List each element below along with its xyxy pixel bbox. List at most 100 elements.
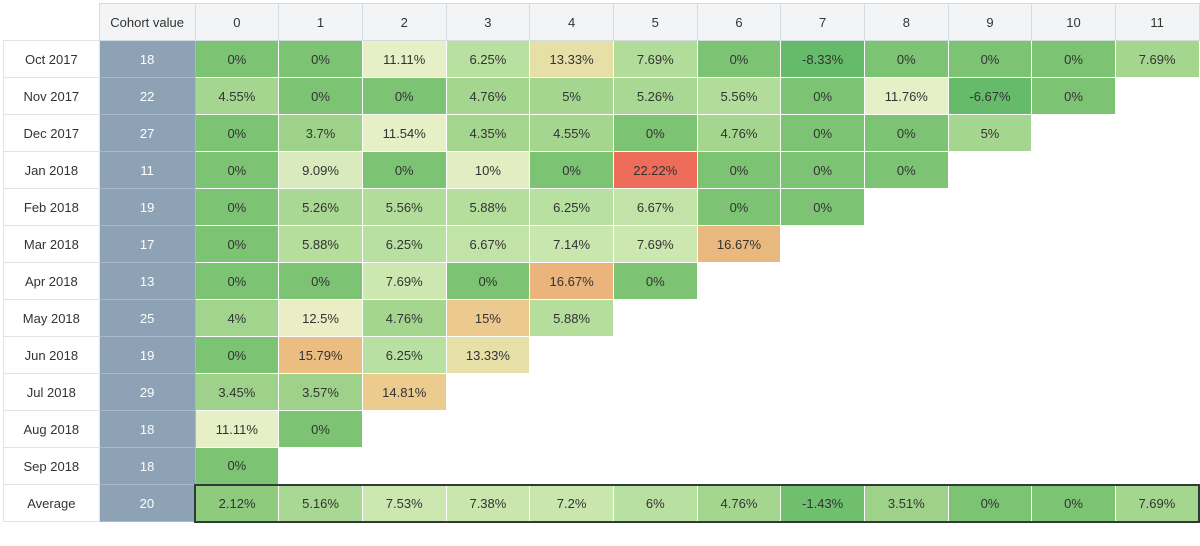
empty-cell [1115,114,1199,152]
empty-cell [780,336,865,374]
retention-cell[interactable]: 7.69% [612,225,698,263]
retention-cell[interactable]: 0% [780,114,865,152]
retention-cell[interactable]: 0% [445,262,531,300]
retention-cell[interactable]: 3.7% [278,114,363,152]
retention-cell[interactable]: 4.76% [361,299,447,337]
retention-cell[interactable]: 6.25% [361,225,447,263]
retention-cell[interactable]: 7.38% [445,483,531,523]
retention-cell[interactable]: 7.69% [361,262,447,300]
retention-cell[interactable]: 4.76% [696,483,782,523]
retention-cell[interactable]: 16.67% [696,225,782,263]
retention-cell[interactable]: 0% [696,40,782,78]
retention-cell[interactable]: 0% [278,410,363,448]
retention-cell[interactable]: 0% [278,262,363,300]
retention-cell[interactable]: 0% [863,151,949,189]
retention-cell[interactable]: 0% [696,188,782,226]
retention-cell[interactable]: 0% [612,114,698,152]
retention-cell[interactable]: 0% [780,77,865,115]
retention-cell[interactable]: 15% [445,299,531,337]
empty-cell [697,336,781,374]
retention-cell[interactable]: 7.69% [1114,40,1200,78]
retention-cell[interactable]: 5.88% [278,225,363,263]
retention-cell[interactable]: 0% [278,40,363,78]
retention-cell[interactable]: 0% [1031,40,1116,78]
retention-cell[interactable]: 4.55% [194,77,280,115]
period-header-0: 0 [194,3,280,41]
retention-cell[interactable]: 6% [612,483,698,523]
retention-cell[interactable]: 4.35% [445,114,531,152]
retention-cell[interactable]: 0% [194,447,280,485]
retention-cell[interactable]: 0% [1031,483,1116,523]
retention-cell[interactable]: 5.88% [445,188,531,226]
retention-cell[interactable]: 0% [696,151,782,189]
retention-cell[interactable]: 16.67% [529,262,614,300]
retention-cell[interactable]: 0% [863,40,949,78]
retention-cell[interactable]: 7.69% [612,40,698,78]
retention-cell[interactable]: 0% [863,114,949,152]
empty-cell [1031,447,1116,485]
retention-cell[interactable]: 0% [361,151,447,189]
retention-cell[interactable]: 0% [194,225,280,263]
retention-cell[interactable]: 0% [194,114,280,152]
retention-cell[interactable]: 5.56% [361,188,447,226]
retention-cell[interactable]: 0% [780,151,865,189]
retention-cell[interactable]: 3.45% [194,373,280,411]
empty-cell [780,410,865,448]
retention-cell[interactable]: 0% [194,262,280,300]
retention-cell[interactable]: 0% [947,483,1033,523]
retention-cell[interactable]: 6.67% [612,188,698,226]
retention-cell[interactable]: 4.76% [696,114,782,152]
retention-cell[interactable]: 7.14% [529,225,614,263]
cohort-row: Feb 2018 19 0% 5.26% 5.56% 5.88% 6.25% 6.67% 0% 0… [3,188,1199,226]
retention-cell[interactable]: 14.81% [361,373,447,411]
retention-cell[interactable]: 22.22% [612,151,698,189]
retention-cell[interactable]: 0% [278,77,363,115]
retention-cell[interactable]: 5.26% [278,188,363,226]
retention-cell[interactable]: 0% [947,40,1033,78]
retention-cell[interactable]: 0% [780,188,865,226]
retention-cell[interactable]: 5% [947,114,1033,152]
retention-cell[interactable]: 4.55% [529,114,614,152]
retention-cell[interactable]: 6.25% [361,336,447,374]
retention-cell[interactable]: 4% [194,299,280,337]
retention-cell[interactable]: 5.88% [529,299,614,337]
retention-cell[interactable]: 3.51% [863,483,949,523]
retention-cell[interactable]: 0% [194,151,280,189]
retention-cell[interactable]: 7.53% [361,483,447,523]
retention-cell[interactable]: 0% [361,77,447,115]
retention-cell[interactable]: -8.33% [780,40,865,78]
retention-cell[interactable]: 9.09% [278,151,363,189]
retention-cell[interactable]: -6.67% [947,77,1033,115]
retention-cell[interactable]: 0% [194,40,280,78]
retention-cell[interactable]: -1.43% [780,483,865,523]
retention-cell[interactable]: 5.16% [278,483,363,523]
retention-cell[interactable]: 6.67% [445,225,531,263]
retention-cell[interactable]: 0% [529,151,614,189]
retention-cell[interactable]: 0% [612,262,698,300]
retention-cell[interactable]: 12.5% [278,299,363,337]
retention-cell[interactable]: 0% [194,336,280,374]
retention-cell[interactable]: 2.12% [194,483,280,523]
retention-cell[interactable]: 11.11% [361,40,447,78]
retention-cell[interactable]: 0% [1031,77,1116,115]
retention-cell[interactable]: 15.79% [278,336,363,374]
retention-cell[interactable]: 6.25% [529,188,614,226]
retention-cell[interactable]: 11.76% [863,77,949,115]
empty-cell [613,410,698,448]
average-row: Average 20 2.12% 5.16% 7.53% 7.38% 7.2% 6% 4.76%… [3,483,1200,523]
retention-cell[interactable]: 5.26% [612,77,698,115]
retention-cell[interactable]: 3.57% [278,373,363,411]
retention-cell[interactable]: 11.11% [194,410,280,448]
retention-cell[interactable]: 5.56% [696,77,782,115]
retention-cell[interactable]: 11.54% [361,114,447,152]
retention-cell[interactable]: 13.33% [529,40,614,78]
retention-cell[interactable]: 10% [445,151,531,189]
retention-cell[interactable]: 0% [194,188,280,226]
retention-cell[interactable]: 13.33% [445,336,531,374]
retention-cell[interactable]: 5% [529,77,614,115]
retention-cell[interactable]: 4.76% [445,77,531,115]
retention-cell[interactable]: 7.2% [529,483,614,523]
empty-cell [864,447,949,485]
retention-cell[interactable]: 6.25% [445,40,531,78]
retention-cell[interactable]: 7.69% [1114,483,1200,523]
